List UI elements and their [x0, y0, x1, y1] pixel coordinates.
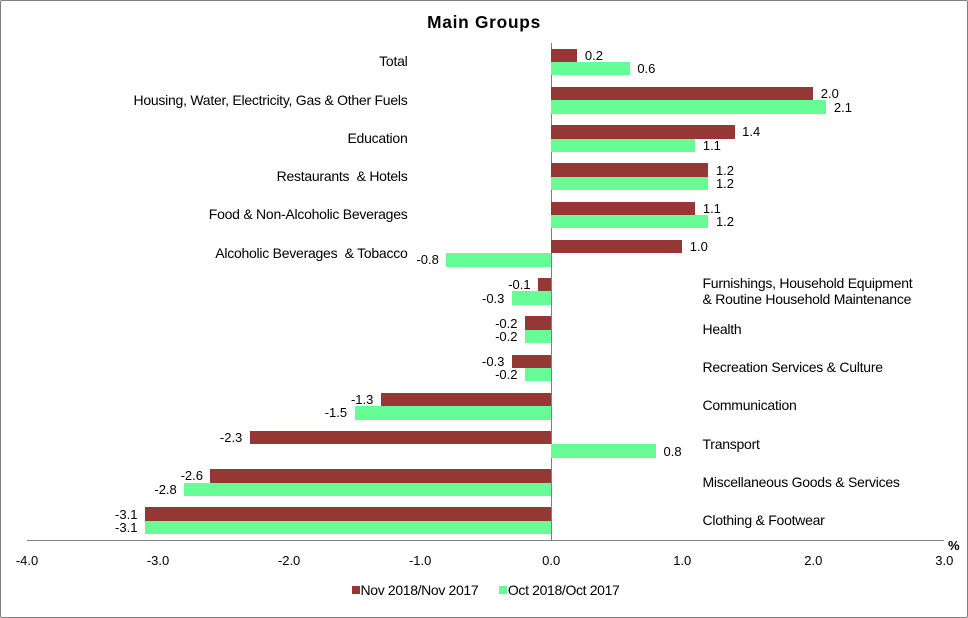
bar-oct-0	[551, 62, 630, 76]
value-label: 1.2	[715, 162, 735, 178]
value-label: 1.0	[689, 239, 708, 255]
x-tick-label: 0.0	[542, 553, 561, 568]
value-label: -0.3	[481, 290, 505, 306]
bar-oct-3	[551, 176, 709, 191]
legend-swatch-oct	[498, 586, 507, 594]
bar-nov-9	[380, 392, 552, 407]
chart-title: Main Groups	[427, 12, 541, 32]
value-label: 2.1	[833, 99, 852, 115]
bar-nov-0	[551, 48, 578, 63]
value-label: 1.4	[742, 124, 761, 140]
x-tick-label: 3.0	[935, 553, 954, 568]
category-label: Transport	[702, 435, 760, 453]
category-label-line: Food & Non-Alcoholic Beverages	[208, 206, 408, 223]
x-axis-line	[27, 539, 945, 541]
category-label-line: Education	[347, 129, 408, 146]
bar-oct-1	[551, 100, 827, 114]
category-label-line: Clothing & Footwear	[702, 512, 825, 529]
bar-oct-2	[551, 138, 696, 152]
x-tick-label: -1.0	[408, 553, 432, 568]
bar-nov-11	[210, 469, 552, 483]
x-tick-label: 1.0	[673, 553, 692, 568]
bar-nov-1	[551, 86, 814, 101]
value-label: 1.1	[702, 137, 721, 153]
value-label: -0.2	[495, 367, 518, 383]
category-label-line: Furnishings, Household Equipment	[702, 275, 913, 291]
value-label: -0.8	[416, 252, 439, 268]
value-label: 2.0	[820, 86, 839, 102]
bar-nov-5	[551, 239, 683, 254]
bar-oct-11	[184, 482, 552, 497]
value-label: -3.1	[115, 506, 138, 522]
bar-oct-7	[524, 329, 552, 344]
bar-oct-5	[446, 253, 552, 267]
category-label-line: Communication	[702, 397, 797, 414]
bar-nov-8	[511, 354, 552, 368]
category-label: Housing, Water, Electricity, Gas & Other…	[133, 91, 408, 109]
bar-oct-10	[551, 444, 657, 458]
value-label: 1.2	[715, 175, 735, 191]
category-label-line: Total	[379, 53, 408, 70]
category-label: Health	[702, 320, 742, 338]
category-label-line: Miscellaneous Goods & Services	[702, 473, 900, 490]
value-label: -3.1	[115, 520, 138, 536]
x-tick-label: -3.0	[146, 553, 170, 568]
bar-oct-4	[551, 215, 709, 229]
category-label: Furnishings, Household Equipment & Routin…	[702, 275, 913, 307]
category-label-line: Restaurants & Hotels	[276, 168, 408, 185]
legend-label: Nov 2018/Nov 2017	[360, 582, 479, 598]
category-label-line: Alcoholic Beverages & Tobacco	[215, 244, 408, 261]
category-label: Recreation Services & Culture	[702, 359, 884, 376]
category-label: Education	[347, 129, 408, 147]
value-label: -1.5	[324, 405, 348, 421]
value-label: -1.3	[350, 391, 374, 407]
legend-swatch-nov	[351, 586, 360, 594]
bar-oct-8	[524, 367, 552, 382]
bar-oct-9	[354, 406, 552, 420]
category-label: Alcoholic Beverages & Tobacco	[215, 244, 408, 262]
category-label: Communication	[703, 398, 797, 414]
category-label: Clothing & Footwear	[703, 513, 825, 529]
value-label: 1.2	[715, 214, 735, 230]
category-label: Food & Non-Alcoholic Beverages	[209, 207, 408, 223]
category-label: Miscellaneous Goods & Services	[702, 473, 900, 491]
legend-label: Oct 2018/Oct 2017	[507, 582, 620, 598]
category-label-line: Health	[702, 320, 742, 337]
category-label-line: & Routine Household Maintenance	[702, 290, 912, 307]
bar-nov-7	[524, 316, 552, 330]
value-label: -2.8	[154, 481, 177, 497]
bar-oct-6	[511, 291, 552, 305]
bar-nov-12	[144, 507, 552, 521]
value-label: -0.2	[495, 315, 518, 331]
value-label: 0.2	[584, 47, 603, 63]
bar-nov-3	[551, 163, 709, 177]
value-label: -0.3	[481, 353, 505, 369]
bar-nov-6	[538, 278, 552, 292]
category-label-line: Housing, Water, Electricity, Gas & Other…	[133, 91, 408, 108]
x-tick-label: -4.0	[15, 553, 39, 568]
category-label-line: Transport	[702, 435, 760, 452]
category-label-line: Recreation Services & Culture	[702, 359, 884, 376]
bar-nov-10	[249, 431, 552, 445]
value-label: 0.8	[663, 443, 682, 459]
y-axis-line	[550, 43, 552, 540]
bar-nov-4	[551, 201, 696, 215]
axis-unit-label: %	[948, 538, 960, 553]
bar-oct-12	[144, 520, 552, 535]
bar-nov-2	[551, 125, 735, 139]
value-label: -2.3	[219, 430, 243, 446]
value-label: 0.6	[637, 61, 656, 77]
x-tick-label: -2.0	[277, 553, 301, 568]
value-label: 1.1	[702, 200, 721, 216]
value-label: -0.2	[495, 328, 518, 344]
category-label: Total	[379, 53, 408, 70]
x-tick-label: 2.0	[804, 553, 823, 568]
value-label: -0.1	[508, 277, 531, 293]
value-label: -2.6	[180, 468, 203, 484]
category-label: Restaurants & Hotels	[277, 169, 408, 185]
